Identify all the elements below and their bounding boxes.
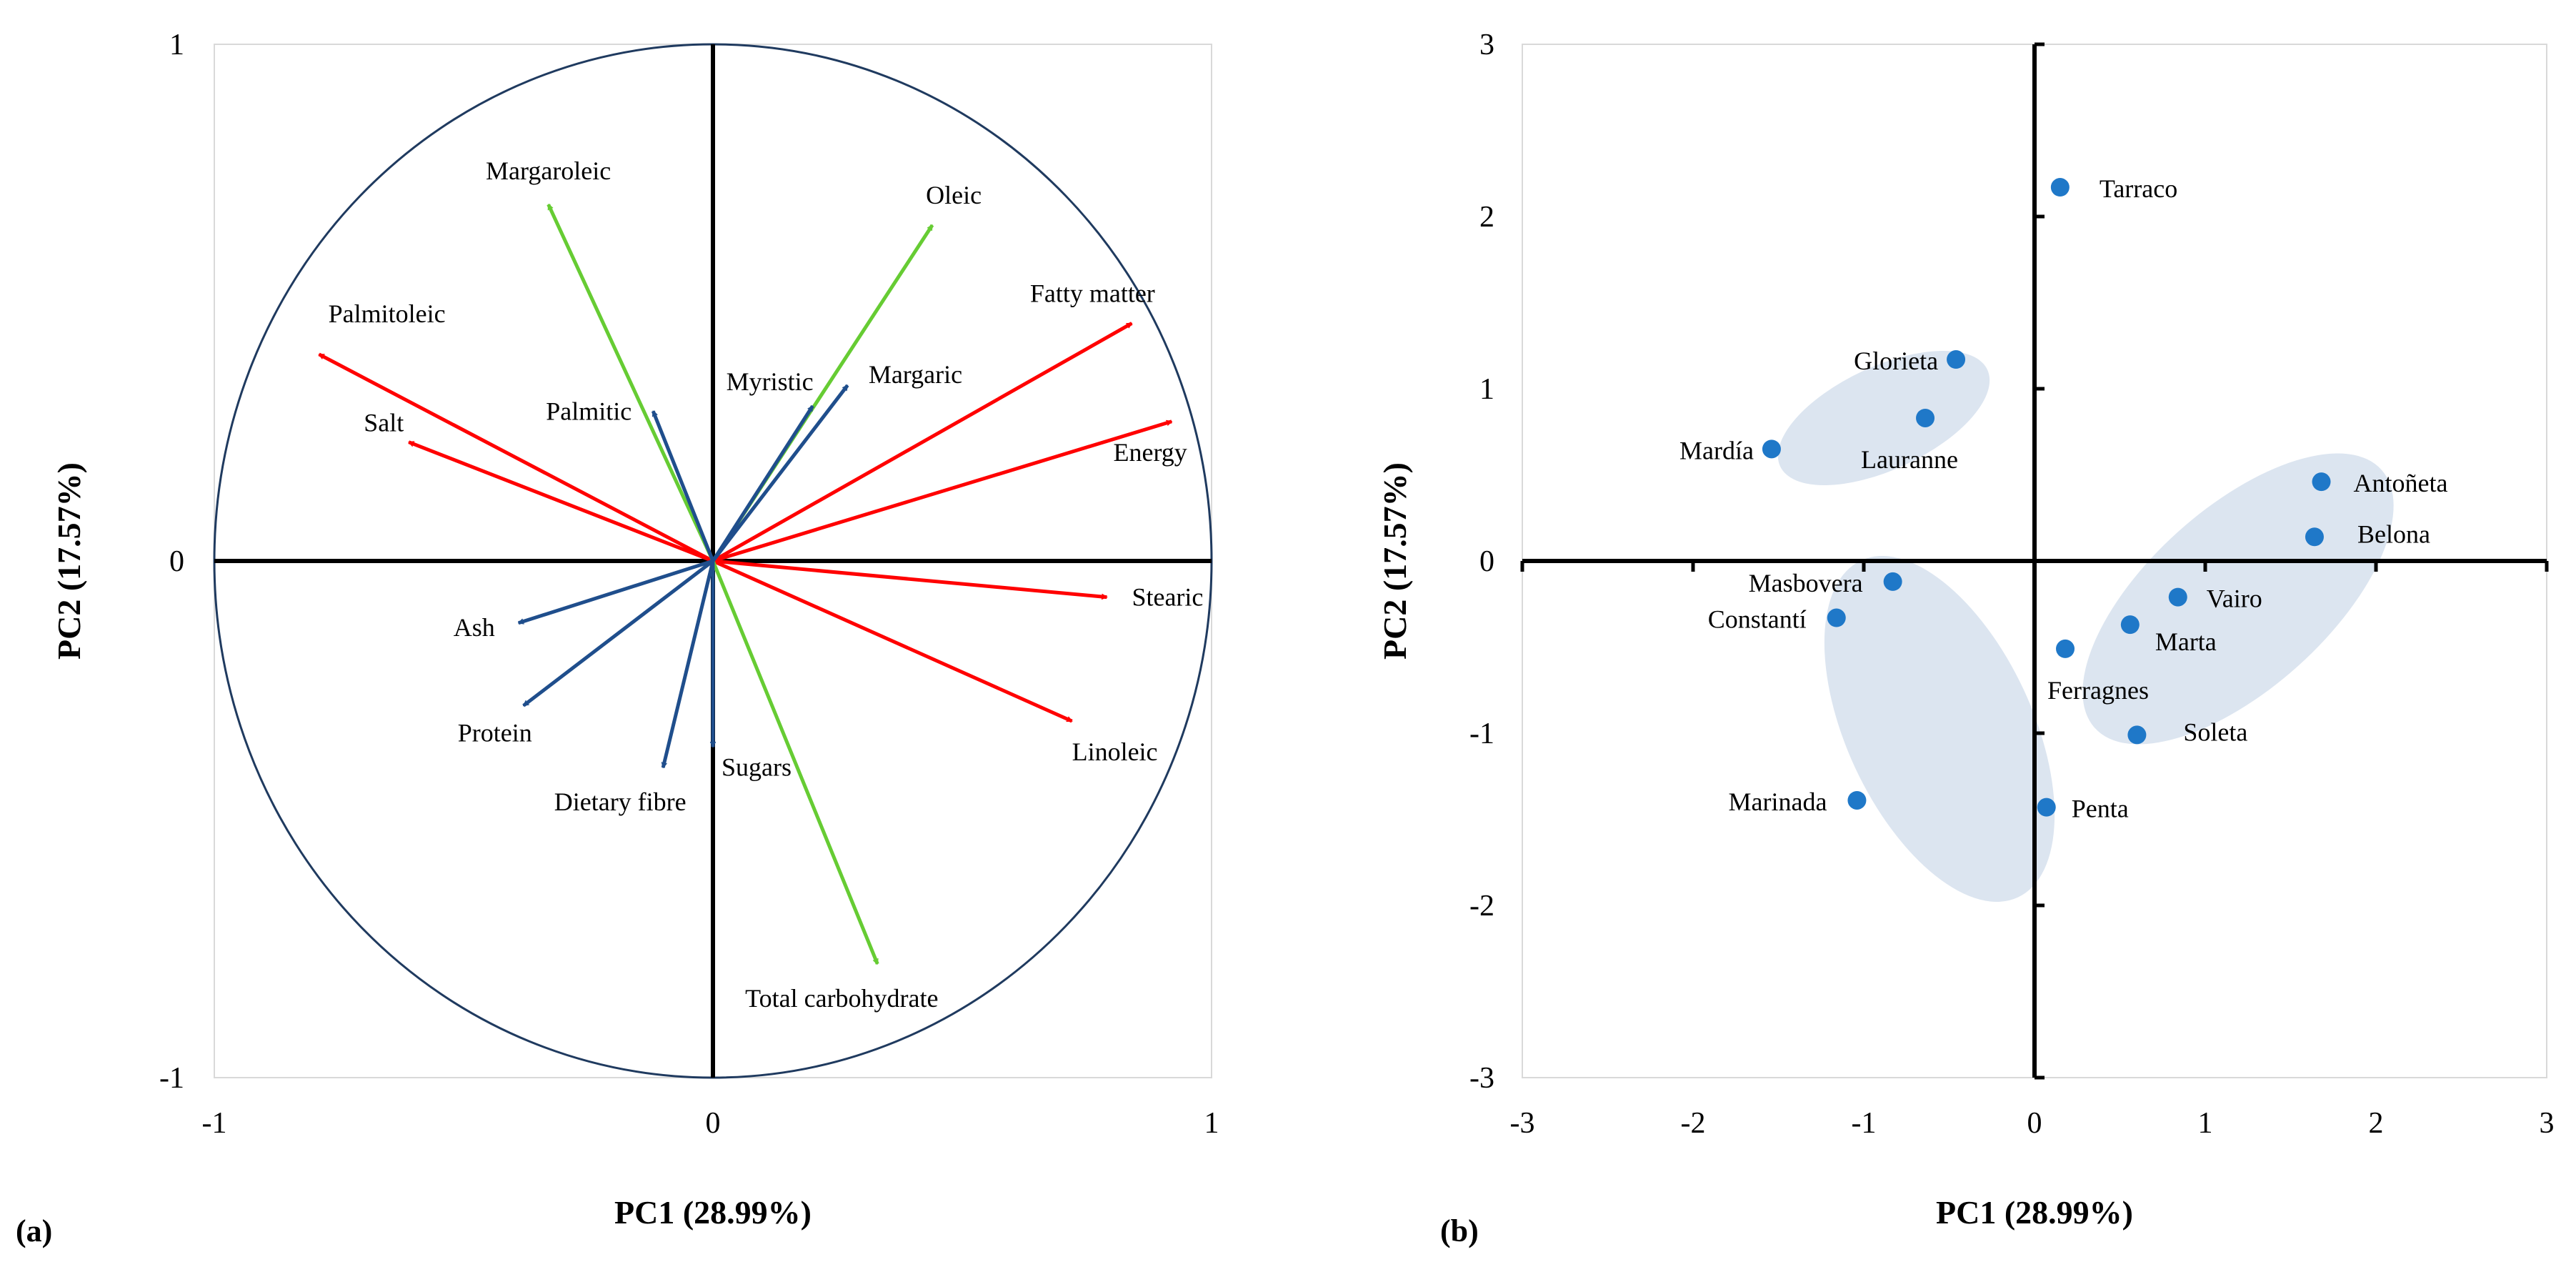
score-point-marta: [2120, 615, 2140, 635]
loading-label-protein: Protein: [458, 718, 532, 747]
loading-vector-salt: [409, 440, 714, 563]
loading-vector-myristic: [711, 404, 814, 562]
score-label-lauranne: Lauranne: [1861, 445, 1958, 474]
panel-b-x-tick--1: -1: [1852, 1107, 1877, 1140]
loading-label-margaroleic: Margaroleic: [486, 156, 611, 185]
panel-b-y-tick--3: -3: [1469, 1062, 1494, 1095]
panel-b-x-tick--3: -3: [1510, 1107, 1535, 1140]
score-label-vairo: Vairo: [2207, 585, 2262, 613]
panel-b-y-axis-title: PC2 (17.57%): [1377, 462, 1413, 660]
loading-vector-linoleic: [712, 559, 1072, 723]
loading-vector-stearic: [712, 559, 1107, 597]
loading-label-energy: Energy: [1114, 438, 1187, 467]
panel-a-x-tick-1: 1: [1204, 1107, 1219, 1140]
score-label-tarraco: Tarraco: [2100, 174, 2177, 203]
panel-b-x-tick-3: 3: [2540, 1107, 2555, 1140]
loading-vector-margaroleic: [546, 204, 715, 562]
score-point-vairo: [2168, 587, 2187, 607]
score-point-constanti: [1827, 608, 1846, 627]
loading-label-total-carbohydrate: Total carbohydrate: [745, 984, 938, 1013]
panel-b-y-tick--1: -1: [1469, 717, 1494, 750]
panel-a-x-tick-0: 0: [706, 1107, 721, 1140]
panel-b-y-tick--2: -2: [1469, 890, 1494, 923]
score-label-ferragnes: Ferragnes: [2047, 676, 2149, 705]
panel-a-loadings-plot: Palmitoleic Salt Fatty matter Energy Stearic…: [16, 29, 1219, 1248]
loading-label-sugars: Sugars: [722, 752, 792, 781]
score-label-soleta: Soleta: [2183, 717, 2247, 746]
score-label-mardia: Mardía: [1679, 436, 1754, 464]
loading-label-oleic: Oleic: [926, 181, 982, 209]
group-ellipse-3: [1824, 556, 2055, 902]
score-point-glorieta: [1947, 350, 1966, 369]
score-point-ferragnes: [2056, 639, 2075, 658]
loading-vector-fatty-matter: [712, 322, 1132, 563]
loading-label-salt: Salt: [364, 409, 404, 437]
score-point-tarraco: [2050, 178, 2070, 197]
loading-vector-palmitic: [651, 411, 715, 562]
panel-b-y-tick-3: 3: [1479, 29, 1494, 61]
score-label-antoneta: Antoñeta: [2354, 469, 2448, 497]
panel-b-x-tick-0: 0: [2027, 1107, 2042, 1140]
loading-label-myristic: Myristic: [727, 367, 814, 396]
panel-a-x-axis-title: PC1 (28.99%): [614, 1194, 812, 1231]
score-point-masbovera: [1883, 572, 1902, 591]
loading-label-palmitoleic: Palmitoleic: [329, 299, 446, 328]
panel-b-x-tick--2: -2: [1681, 1107, 1706, 1140]
loading-label-fatty-matter: Fatty matter: [1030, 279, 1155, 307]
score-label-marta: Marta: [2155, 627, 2217, 656]
loading-label-margaric: Margaric: [869, 360, 962, 389]
score-label-glorieta: Glorieta: [1854, 347, 1938, 375]
score-point-lauranne: [1916, 408, 1935, 427]
panel-b-y-tick-0: 0: [1479, 545, 1494, 578]
score-point-mardia: [1762, 439, 1781, 459]
panel-b-x-tick-1: 1: [2198, 1107, 2213, 1140]
panel-a-x-tick--1: -1: [202, 1107, 227, 1140]
panel-a-y-tick-1: 1: [169, 29, 184, 61]
panel-a-y-tick-0: 0: [169, 545, 184, 578]
loading-label-palmitic: Palmitic: [546, 397, 631, 425]
loading-vector-margaric: [712, 384, 849, 562]
loading-label-linoleic: Linoleic: [1072, 737, 1158, 766]
panel-b-x-axis-title: PC1 (28.99%): [1936, 1194, 2133, 1231]
panel-a-label: (a): [16, 1213, 52, 1248]
score-point-antoneta: [2312, 472, 2331, 492]
loading-label-dietary-fibre: Dietary fibre: [554, 787, 687, 816]
loading-vector-protein: [522, 560, 714, 707]
score-point-soleta: [2127, 725, 2147, 745]
panel-b-scores-plot: -3 -2 -1 0 1 2 3 -3 -2 -1 0 1 2 3 Tarraco Glorieta Laur…: [1377, 29, 2555, 1248]
score-point-marinada: [1847, 790, 1867, 810]
score-label-belona: Belona: [2357, 520, 2430, 548]
loading-vector-ash: [519, 559, 714, 625]
loading-vector-dietary-fibre: [663, 560, 715, 767]
loading-vector-energy: [712, 419, 1172, 563]
group-ellipse-2: [2082, 453, 2394, 745]
score-label-constanti: Constantí: [1708, 605, 1807, 634]
score-label-penta: Penta: [2072, 795, 2129, 823]
panel-a-y-axis-title: PC2 (17.57%): [51, 462, 87, 660]
loading-vector-total-carbohydrate: [711, 560, 879, 964]
group-ellipse-1: [1777, 351, 1990, 485]
score-point-belona: [2305, 527, 2324, 547]
loading-label-ash: Ash: [454, 613, 495, 642]
score-label-marinada: Marinada: [1729, 787, 1827, 816]
panel-b-label: (b): [1440, 1213, 1479, 1248]
loading-label-stearic: Stearic: [1132, 583, 1203, 612]
loading-vector-palmitoleic: [319, 352, 714, 563]
score-point-penta: [2037, 798, 2056, 817]
panel-b-y-tick-1: 1: [1479, 373, 1494, 406]
panel-b-y-tick-2: 2: [1479, 201, 1494, 234]
score-label-masbovera: Masbovera: [1749, 569, 1863, 597]
panel-a-y-tick--1: -1: [159, 1062, 184, 1095]
panel-b-x-tick-2: 2: [2369, 1107, 2384, 1140]
